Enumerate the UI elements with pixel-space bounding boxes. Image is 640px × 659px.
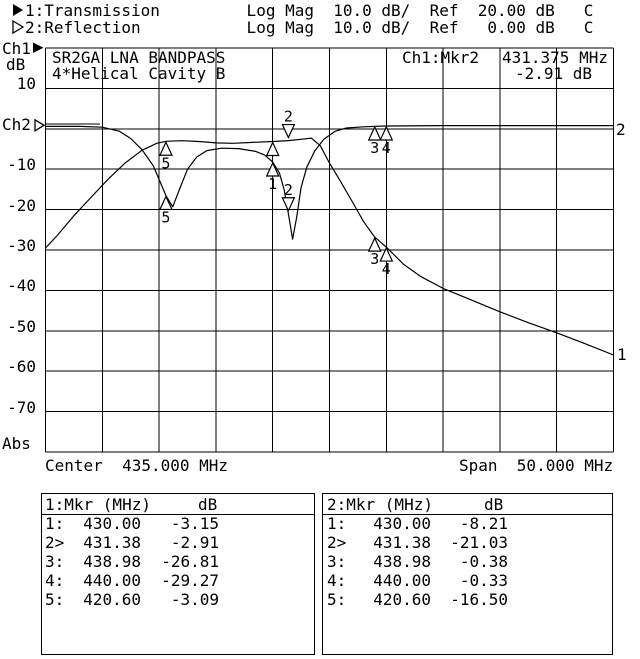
marker-id: 4:	[327, 570, 347, 590]
marker-id: 1:	[327, 514, 347, 533]
marker-1-trace1	[265, 141, 280, 157]
trace-reflection	[45, 124, 614, 240]
marker-id: 4:	[45, 570, 65, 590]
trace1-end-label: 1	[617, 345, 627, 364]
y-tick-label: -70	[7, 397, 36, 417]
marker-number-label: 2	[284, 108, 293, 126]
y-tick-label: -50	[7, 316, 36, 336]
trace2-inactive-icon	[12, 20, 24, 34]
marker-4-trace2: 4	[379, 125, 394, 157]
y-tick-label: 10	[16, 74, 36, 94]
marker-id: 1:	[45, 514, 65, 533]
y-tick-label: -40	[7, 276, 36, 296]
marker-number-label: 5	[161, 208, 170, 226]
marker-readout-value: -2.91 dB	[515, 64, 593, 83]
graticule	[45, 47, 614, 453]
ch1-ref-marker-icon	[33, 42, 44, 53]
marker-2-trace1: 2	[281, 108, 296, 139]
marker-4-trace1: 4	[379, 246, 394, 278]
marker-3-trace2: 3	[367, 125, 382, 157]
table1-header-db: dB	[198, 495, 218, 514]
table1-header-id: 1:Mkr (MHz)	[45, 495, 151, 514]
marker-id: 5:	[327, 589, 347, 609]
ch1-label: Ch1	[2, 39, 31, 58]
marker-table-ch1: 1:Mkr (MHz) dB 1: 430.00 -3.15 2> 431.38 -2.9…	[41, 493, 315, 655]
table2-header-id: 2:Mkr (MHz)	[327, 495, 433, 514]
ch2-label: Ch2	[2, 115, 31, 134]
marker-level: -26.81	[161, 551, 219, 571]
marker-frequency: 438.98	[373, 551, 431, 571]
marker-5-trace2: 5	[158, 195, 173, 226]
marker-level: -3.15	[170, 514, 219, 533]
marker-level: -16.50	[450, 589, 508, 609]
marker-frequency: 440.00	[83, 570, 141, 590]
marker-number-label: 3	[370, 250, 379, 268]
marker-id: 3:	[327, 551, 347, 571]
y-tick-label: -20	[7, 195, 36, 215]
marker-level: -2.91	[170, 532, 219, 552]
marker-level: -3.09	[170, 589, 219, 609]
trace1-active-icon	[13, 4, 23, 16]
center-frequency-label: Center 435.000 MHz	[45, 456, 229, 475]
ch2-ref-marker-icon	[34, 118, 46, 132]
measurement-title-line1: SR2GA LNA BANDPASS	[52, 48, 226, 67]
marker-frequency: 430.00	[373, 514, 431, 533]
marker-2-trace2: 2	[281, 181, 296, 213]
marker-level: -8.21	[459, 514, 508, 533]
marker-number-label: 2	[284, 181, 293, 199]
measurement-title-line2: 4*Helical Cavity B	[52, 64, 226, 83]
trace1-header: 1:Transmission Log Mag 10.0 dB/ Ref 20.0…	[25, 1, 594, 20]
marker-level: -21.03	[450, 532, 508, 552]
marker-3-trace1: 3	[367, 236, 382, 268]
marker-frequency: 431.38	[373, 532, 431, 552]
marker-id: 2>	[327, 532, 347, 552]
marker-number-label: 4	[382, 260, 391, 278]
marker-level: -0.33	[459, 570, 508, 590]
marker-level: -0.38	[459, 551, 508, 571]
y-tick-label: -60	[7, 357, 36, 377]
marker-number-label: 3	[370, 139, 379, 157]
marker-number-label: 4	[382, 139, 391, 157]
abs-label: Abs	[2, 434, 31, 453]
table2-header-db: dB	[484, 495, 504, 514]
marker-readout-freq: 431.375 MHz	[502, 48, 608, 67]
y-tick-label: -30	[7, 236, 36, 255]
db-unit-label: dB	[6, 55, 26, 74]
marker-frequency: 440.00	[373, 570, 431, 590]
trace2-end-label: 2	[616, 120, 626, 139]
marker-5-trace1: 5	[158, 140, 173, 172]
y-tick-label: -10	[7, 155, 36, 175]
marker-id: 2>	[45, 532, 65, 552]
marker-frequency: 431.38	[83, 532, 141, 552]
marker-1-trace2: 1	[265, 161, 280, 193]
trace2-header: 2:Reflection Log Mag 10.0 dB/ Ref 0.00 d…	[25, 18, 594, 37]
marker-level: -29.27	[161, 570, 219, 590]
marker-number-label: 1	[268, 175, 277, 193]
marker-frequency: 420.60	[83, 589, 141, 609]
table2-header-divider	[323, 514, 612, 515]
marker-frequency: 430.00	[83, 514, 141, 533]
table1-header-divider	[42, 514, 314, 515]
marker-id: 5:	[45, 589, 65, 609]
marker-frequency: 420.60	[373, 589, 431, 609]
trace-transmission	[45, 137, 614, 356]
marker-number-label: 5	[161, 154, 170, 172]
marker-id: 3:	[45, 551, 65, 571]
marker-readout-label: Ch1:Mkr2	[402, 48, 480, 67]
span-label: Span 50.000 MHz	[459, 456, 614, 475]
marker-table-ch2: 2:Mkr (MHz) dB 1: 430.00 -8.21 2> 431.38 -21.…	[322, 493, 613, 655]
marker-frequency: 438.98	[83, 551, 141, 571]
